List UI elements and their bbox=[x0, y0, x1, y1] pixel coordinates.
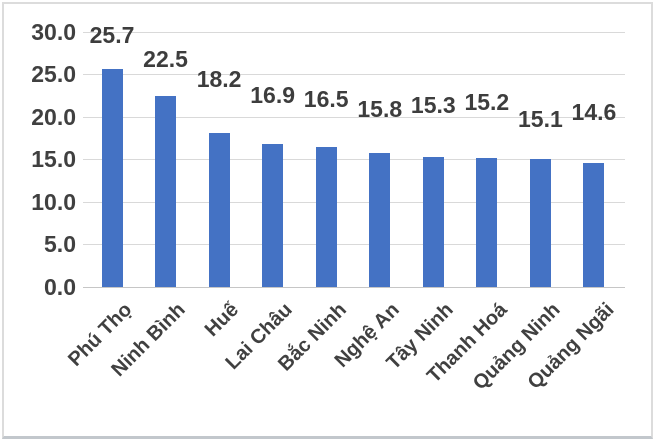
bar bbox=[369, 152, 391, 287]
bar bbox=[315, 147, 337, 287]
bar-data-label: 15.3 bbox=[410, 92, 456, 118]
gridline bbox=[83, 244, 625, 246]
x-axis-line bbox=[83, 286, 625, 288]
bar bbox=[422, 157, 444, 287]
y-axis-tick-label: 20.0 bbox=[31, 103, 76, 130]
y-axis-tick-label: 30.0 bbox=[31, 19, 76, 45]
bar-data-label: 15.2 bbox=[464, 89, 510, 115]
bar bbox=[262, 143, 284, 287]
bar-data-label: 15.8 bbox=[357, 96, 403, 122]
y-axis-tick-label: 25.0 bbox=[31, 61, 76, 88]
gridline bbox=[83, 201, 625, 203]
y-axis-tick-label: 10.0 bbox=[31, 188, 76, 215]
gridline bbox=[83, 32, 625, 33]
bar bbox=[529, 158, 551, 287]
bar bbox=[208, 132, 230, 287]
gridline bbox=[83, 159, 625, 161]
y-axis-tick-label: 5.0 bbox=[44, 231, 76, 258]
bar-data-label: 16.9 bbox=[250, 82, 296, 108]
bar bbox=[476, 158, 498, 287]
x-axis-category-label: Huế bbox=[201, 298, 244, 341]
bar bbox=[583, 163, 605, 287]
y-axis-tick-label: 15.0 bbox=[31, 146, 76, 173]
gridline bbox=[83, 116, 625, 118]
bar bbox=[101, 68, 123, 287]
bar-data-label: 22.5 bbox=[143, 46, 188, 72]
gridline bbox=[83, 74, 625, 76]
bar-data-label: 25.7 bbox=[89, 22, 135, 48]
bar-data-label: 14.6 bbox=[571, 99, 617, 125]
y-axis-tick-label: 0.0 bbox=[44, 273, 76, 300]
bar-data-label: 18.2 bbox=[196, 66, 242, 92]
bar bbox=[155, 96, 177, 287]
bar-data-label: 15.1 bbox=[518, 106, 563, 132]
bar-data-label: 16.5 bbox=[303, 86, 349, 112]
